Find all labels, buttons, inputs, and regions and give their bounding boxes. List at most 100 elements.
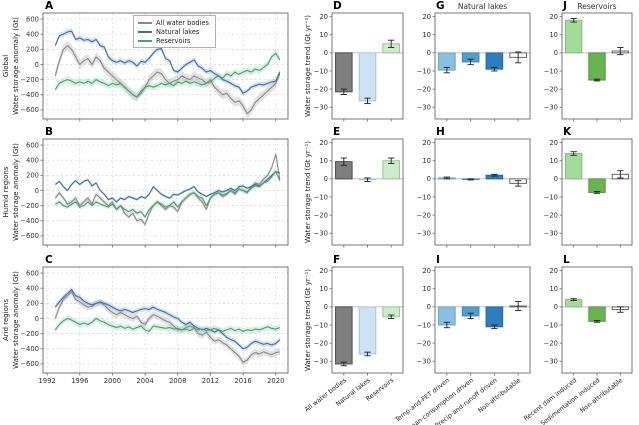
- tick-label: −600: [20, 106, 39, 114]
- tick-label: 2004: [136, 377, 153, 385]
- tick-label: 200: [26, 46, 39, 54]
- tick-label: 20: [422, 13, 431, 21]
- legend: All water bodies Natural lakes Reservoirs: [133, 15, 216, 48]
- tick-label: 0: [554, 175, 558, 183]
- column-header: Natural lakes: [457, 2, 508, 11]
- uncertainty-band: [55, 287, 280, 352]
- series-line: [54, 289, 281, 350]
- legend-item: All water bodies: [138, 18, 209, 27]
- panel-letter: A: [45, 0, 54, 12]
- plot-frame: [42, 138, 289, 246]
- plot-frame: [561, 266, 633, 374]
- legend-item: Natural lakes: [138, 27, 209, 36]
- panel-letter: G: [436, 0, 445, 12]
- tick-label: −10: [417, 321, 431, 329]
- tick-label: −30: [544, 358, 558, 366]
- tick-label: 2016: [234, 377, 251, 385]
- tick-label: 400: [26, 157, 39, 165]
- tick-label: 400: [26, 31, 39, 39]
- tick-label: 20: [549, 13, 558, 21]
- panel-letter: L: [563, 254, 570, 266]
- bar: [588, 52, 606, 81]
- uncertainty-band: [55, 288, 280, 366]
- panel-letter: H: [436, 126, 445, 138]
- tick-label: −30: [314, 358, 328, 366]
- tick-label: 0: [35, 187, 39, 195]
- timeseries-plot: 600 400 200 0 −200 −400 −600: [20, 138, 289, 248]
- bar-plot: 20 10 0 −10 −20 −30: [314, 266, 404, 376]
- series-line: [54, 171, 281, 218]
- plot-frame: [434, 138, 531, 246]
- region-label: Arid regions: [2, 298, 10, 342]
- tick-label: −20: [544, 85, 558, 93]
- tick-label: 20: [319, 139, 328, 147]
- legend-label: All water bodies: [156, 18, 209, 27]
- bar-plot: 20 10 0 −10 −20 −30: [544, 138, 633, 248]
- bar-plot: 20 10 0 −10 −20 −30: [417, 138, 531, 248]
- tick-label: 200: [26, 300, 39, 308]
- tick-label: 20: [422, 139, 431, 147]
- panel-letter: E: [333, 126, 341, 138]
- tick-label: −10: [314, 67, 328, 75]
- tick-label: −600: [20, 232, 39, 240]
- tick-label: −10: [544, 193, 558, 201]
- plot-frame: [561, 12, 633, 120]
- bar-plot: 20 10 0 −10 −20 −30: [544, 12, 633, 122]
- tick-label: 10: [319, 157, 328, 165]
- bar-plot: 20 10 0 −10 −20 −30: [417, 12, 531, 122]
- tick-label: −10: [314, 193, 328, 201]
- uncertainty-band: [55, 49, 280, 101]
- legend-label: Natural lakes: [156, 27, 200, 36]
- tick-label: −30: [417, 230, 431, 238]
- plot-frame: [561, 138, 633, 246]
- category-label-text: Precip-and-runoff driven: [434, 377, 499, 425]
- tick-label: 10: [422, 157, 431, 165]
- tick-label: −200: [20, 76, 39, 84]
- tick-label: −20: [314, 339, 328, 347]
- tick-label: 10: [319, 285, 328, 293]
- tick-label: 1992: [38, 377, 55, 385]
- bar: [358, 306, 377, 355]
- series-line: [54, 291, 280, 363]
- uncertainty-band: [55, 169, 280, 220]
- bar: [588, 178, 606, 193]
- category-label-text: Sedimentation induced: [539, 377, 602, 425]
- region-label: Global: [2, 54, 10, 78]
- tick-label: 0: [324, 49, 328, 57]
- uncertainty-band: [55, 315, 280, 335]
- tick-label: −20: [417, 85, 431, 93]
- tick-label: 10: [422, 285, 431, 293]
- tick-label: −10: [544, 67, 558, 75]
- bar-plot: 20 10 0 −10 −20 −30: [314, 12, 404, 122]
- tick-label: −10: [544, 321, 558, 329]
- category-label-text: Human-consumption driven: [401, 377, 475, 425]
- tick-label: 20: [319, 13, 328, 21]
- series-line: [54, 171, 281, 203]
- tick-label: −20: [417, 339, 431, 347]
- uncertainty-band: [55, 170, 280, 204]
- tick-label: −10: [417, 67, 431, 75]
- tick-label: 0: [427, 175, 431, 183]
- tick-label: 0: [554, 49, 558, 57]
- tick-label: 2012: [202, 377, 219, 385]
- tick-label: −30: [417, 104, 431, 112]
- tick-label: 2000: [104, 377, 121, 385]
- plot-frame: [434, 12, 531, 120]
- tick-label: 2008: [169, 377, 186, 385]
- panel-letter: J: [563, 0, 567, 12]
- tick-label: −10: [417, 193, 431, 201]
- timeseries-plot: 600 400 200 0 −200 −400 −600: [20, 12, 289, 122]
- bar: [335, 52, 353, 93]
- tick-label: 200: [26, 172, 39, 180]
- panel-letter: C: [45, 254, 53, 266]
- tick-label: 10: [549, 31, 558, 39]
- tick-label: −400: [20, 345, 39, 353]
- series-line: [54, 52, 281, 98]
- panel-letter: F: [333, 254, 341, 266]
- tick-label: −200: [20, 330, 39, 338]
- tick-label: 20: [319, 267, 328, 275]
- uncertainty-band: [55, 41, 280, 119]
- region-label: Humid regions: [2, 166, 10, 218]
- tick-label: −600: [20, 360, 39, 368]
